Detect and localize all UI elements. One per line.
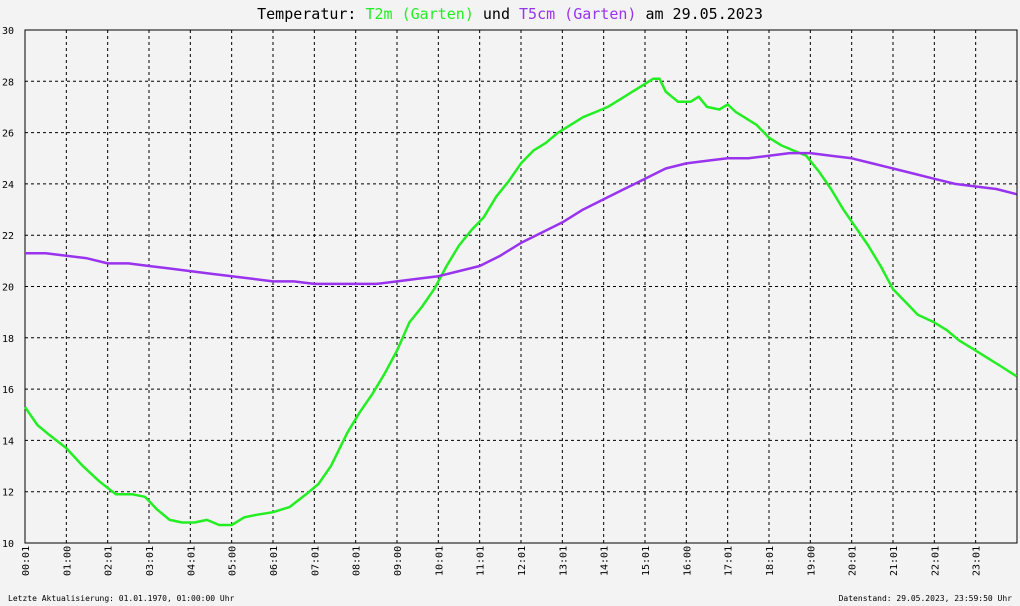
x-tick-label: 10:01 bbox=[434, 546, 445, 576]
x-tick-label: 09:00 bbox=[393, 546, 404, 576]
y-tick-label: 20 bbox=[2, 283, 14, 294]
x-tick-label: 16:00 bbox=[682, 546, 693, 576]
y-tick-label: 14 bbox=[2, 436, 14, 447]
y-tick-label: 12 bbox=[2, 488, 14, 499]
x-tick-label: 00:01 bbox=[21, 546, 32, 576]
x-tick-label: 03:01 bbox=[145, 546, 156, 576]
x-tick-label: 11:01 bbox=[476, 546, 487, 576]
footer-last-update: Letzte Aktualisierung: 01.01.1970, 01:00… bbox=[8, 594, 235, 603]
title-suffix: am 29.05.2023 bbox=[645, 5, 762, 23]
y-tick-label: 10 bbox=[2, 539, 14, 550]
title-middle: und bbox=[483, 5, 510, 23]
x-tick-label: 23:01 bbox=[972, 546, 983, 576]
title-series2: T5cm (Garten) bbox=[519, 5, 636, 23]
y-tick-label: 18 bbox=[2, 334, 14, 345]
x-tick-label: 05:00 bbox=[228, 546, 239, 576]
x-tick-label: 07:01 bbox=[310, 546, 321, 576]
y-tick-label: 26 bbox=[2, 129, 14, 140]
x-tick-label: 08:01 bbox=[352, 546, 363, 576]
x-tick-label: 06:01 bbox=[269, 546, 280, 576]
footer-data-status: Datenstand: 29.05.2023, 23:59:50 Uhr bbox=[839, 594, 1013, 603]
plot-area: 10 12 14 16 18 20 22 24 26 28 30 00:01 01:00 02:01 03:… bbox=[2, 26, 1018, 576]
x-tick-label: 18:01 bbox=[765, 546, 776, 576]
series-line-t5cm bbox=[25, 151, 1017, 286]
chart-title: Temperatur: T2m (Garten) und T5cm (Garte… bbox=[257, 5, 763, 23]
y-tick-label: 28 bbox=[2, 77, 14, 88]
y-tick-label: 30 bbox=[2, 26, 14, 37]
x-tick-label: 19:00 bbox=[806, 546, 817, 576]
x-tick-label: 02:01 bbox=[104, 546, 115, 576]
y-tick-label: 16 bbox=[2, 385, 14, 396]
x-tick-label: 04:01 bbox=[186, 546, 197, 576]
x-tick-label: 21:01 bbox=[889, 546, 900, 576]
title-series1: T2m (Garten) bbox=[366, 5, 474, 23]
x-tick-label: 01:00 bbox=[62, 546, 73, 576]
x-tick-label: 13:01 bbox=[558, 546, 569, 576]
series-line-t2m bbox=[23, 77, 1018, 527]
x-tick-label: 17:01 bbox=[724, 546, 735, 576]
x-tick-label: 22:01 bbox=[930, 546, 941, 576]
x-tick-label: 14:01 bbox=[600, 546, 611, 576]
plot-background bbox=[25, 30, 1017, 543]
y-tick-label: 24 bbox=[2, 180, 14, 191]
plot-frame bbox=[24, 29, 1018, 544]
x-tick-label: 12:01 bbox=[517, 546, 528, 576]
title-prefix: Temperatur: bbox=[257, 5, 356, 23]
y-tick-label: 22 bbox=[2, 231, 14, 242]
x-tick-label: 20:01 bbox=[848, 546, 859, 576]
x-tick-label: 15:01 bbox=[641, 546, 652, 576]
